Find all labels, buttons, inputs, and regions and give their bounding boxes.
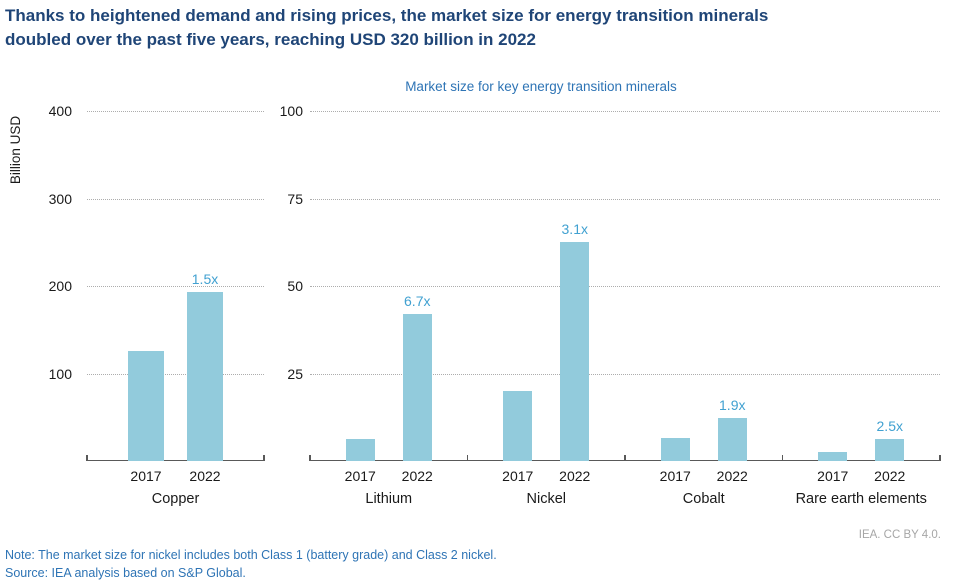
y-axis-tick-label: 100	[279, 103, 303, 119]
bar-rare-earth-elements-2017	[818, 452, 848, 461]
bar-copper-2022	[187, 292, 223, 461]
x-axis-tick-label: 2017	[344, 468, 376, 484]
category-label: Rare earth elements	[795, 491, 927, 507]
gridline	[87, 198, 264, 200]
x-axis-tick-label: 2022	[401, 468, 433, 484]
category-label: Copper	[151, 491, 200, 507]
growth-multiplier-label: 1.9x	[719, 396, 746, 413]
chart-title: Market size for key energy transition mi…	[405, 79, 677, 94]
gridline	[310, 198, 940, 200]
growth-multiplier-label: 2.5x	[876, 418, 903, 435]
page-title-line2: doubled over the past five years, reachi…	[5, 30, 536, 49]
growth-multiplier-label: 6.7x	[404, 293, 431, 309]
bar-nickel-2022	[560, 242, 590, 461]
page-title-line1: Thanks to heightened demand and rising p…	[5, 6, 769, 25]
y-axis-tick-label: 100	[48, 365, 72, 382]
category-label: Nickel	[526, 491, 566, 507]
x-axis-tick-label: 2017	[502, 468, 534, 484]
gridline	[310, 373, 940, 375]
attribution: IEA. CC BY 4.0.	[858, 529, 941, 541]
gridline	[310, 286, 940, 287]
bar-lithium-2017	[345, 438, 375, 461]
x-axis-tick-label: 2022	[874, 468, 906, 484]
y-axis-tick-label: 300	[48, 190, 72, 207]
x-axis-tick-label: 2022	[716, 468, 748, 484]
x-axis-tick-label: 2022	[189, 468, 221, 484]
y-axis-tick-label: 200	[48, 278, 72, 294]
gridline	[87, 286, 264, 287]
y-axis-tick-label: 75	[287, 190, 303, 207]
bar-nickel-2017	[503, 391, 533, 461]
bar-copper-2017	[128, 350, 164, 461]
page-title: Thanks to heightened demand and rising p…	[5, 4, 957, 52]
bar-rare-earth-elements-2022	[875, 439, 905, 461]
axis-boundary-tick	[309, 455, 311, 461]
y-axis-tick-label: 50	[287, 278, 303, 294]
bar-lithium-2022	[402, 314, 432, 461]
growth-multiplier-label: 1.5x	[191, 271, 219, 288]
axis-boundary-tick	[466, 455, 469, 461]
growth-multiplier-label: 3.1x	[561, 221, 588, 238]
note-text: Note: The market size for nickel include…	[5, 548, 497, 562]
gridline	[310, 111, 940, 112]
y-axis-tick-label: 400	[48, 103, 72, 119]
gridline	[87, 373, 264, 375]
axis-boundary-tick	[624, 455, 626, 461]
axis-boundary-tick	[86, 455, 88, 461]
category-label: Lithium	[365, 491, 413, 507]
y-axis-tick-label: 25	[287, 365, 303, 382]
axis-boundary-tick	[781, 455, 784, 461]
axis-boundary-tick	[939, 455, 941, 461]
axis-boundary-tick	[263, 455, 265, 461]
source-text: Source: IEA analysis based on S&P Global…	[5, 566, 246, 580]
x-axis-line	[87, 460, 264, 461]
bar-cobalt-2017	[660, 438, 690, 461]
x-axis-tick-label: 2017	[817, 468, 849, 484]
category-label: Cobalt	[682, 491, 725, 507]
x-axis-tick-label: 2017	[659, 468, 691, 484]
x-axis-tick-label: 2022	[559, 468, 591, 484]
gridline	[87, 111, 264, 112]
x-axis-tick-label: 2017	[130, 468, 162, 484]
bar-cobalt-2022	[717, 417, 747, 461]
